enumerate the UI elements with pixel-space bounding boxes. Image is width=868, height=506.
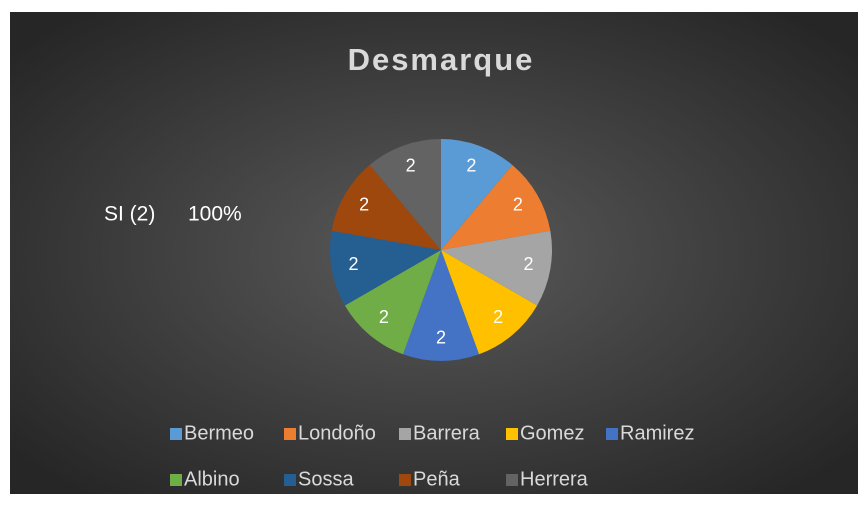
data-label: 2 xyxy=(523,254,533,274)
legend-label: Gomez xyxy=(520,422,584,444)
pie-slice xyxy=(330,230,441,306)
legend-label: Sossa xyxy=(298,468,354,490)
legend-swatch xyxy=(399,428,411,440)
legend-swatch xyxy=(399,474,411,486)
data-label: 2 xyxy=(493,307,503,327)
data-label: 2 xyxy=(466,155,476,175)
data-label: 2 xyxy=(436,328,446,348)
legend-label: Herrera xyxy=(520,468,589,490)
pie-slice xyxy=(441,139,513,250)
pie-slice xyxy=(441,230,552,306)
legend-label: Peña xyxy=(413,468,461,490)
pie-slice xyxy=(441,164,551,250)
legend-swatch xyxy=(506,474,518,486)
legend-swatch xyxy=(284,474,296,486)
pie-slice xyxy=(344,250,441,355)
data-label: 2 xyxy=(406,155,416,175)
legend-label: Ramirez xyxy=(620,422,694,444)
pie-slice xyxy=(369,139,441,250)
legend-swatch xyxy=(506,428,518,440)
data-label: 2 xyxy=(513,194,523,214)
pie-slice xyxy=(331,164,441,250)
data-label: 2 xyxy=(379,307,389,327)
legend-label: Albino xyxy=(184,468,240,490)
pie-slice xyxy=(441,250,538,355)
legend-label: Londoño xyxy=(298,422,376,444)
legend-swatch xyxy=(170,474,182,486)
pie-slice xyxy=(403,250,479,362)
legend-swatch xyxy=(606,428,618,440)
chart-title: Desmarque xyxy=(348,42,535,77)
annotation: SI (2) xyxy=(104,203,155,226)
legend-label: Bermeo xyxy=(184,422,254,444)
annotation: 100% xyxy=(188,203,242,226)
legend-swatch xyxy=(170,428,182,440)
legend-swatch xyxy=(284,428,296,440)
data-label: 2 xyxy=(349,254,359,274)
legend-label: Barrera xyxy=(413,422,481,444)
data-label: 2 xyxy=(359,194,369,214)
